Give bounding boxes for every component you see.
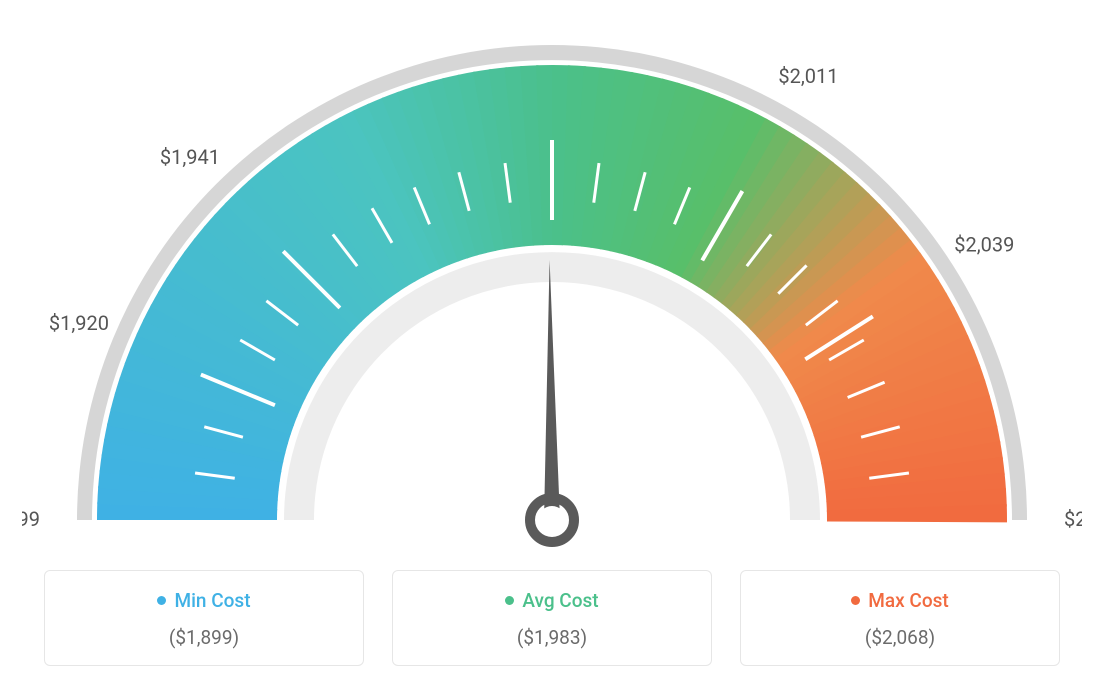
max-cost-title: Max Cost: [851, 589, 948, 612]
gauge-tick-label: $1,899: [22, 507, 40, 531]
max-cost-value: ($2,068): [763, 626, 1037, 649]
gauge-svg: $1,899$1,920$1,941$1,983$2,011$2,039$2,0…: [22, 20, 1082, 560]
gauge-tick-label: $2,011: [778, 64, 838, 88]
min-cost-value: ($1,899): [67, 626, 341, 649]
avg-cost-value: ($1,983): [415, 626, 689, 649]
min-dot-icon: [157, 596, 166, 605]
legend-cards: Min Cost ($1,899) Avg Cost ($1,983) Max …: [20, 570, 1084, 666]
max-dot-icon: [851, 596, 860, 605]
max-cost-label: Max Cost: [868, 589, 948, 612]
avg-cost-label: Avg Cost: [522, 589, 598, 612]
gauge-chart: $1,899$1,920$1,941$1,983$2,011$2,039$2,0…: [22, 20, 1082, 560]
gauge-tick-label: $2,068: [1064, 507, 1082, 531]
min-cost-label: Min Cost: [174, 589, 250, 612]
avg-cost-card: Avg Cost ($1,983): [392, 570, 712, 666]
min-cost-card: Min Cost ($1,899): [44, 570, 364, 666]
gauge-needle: [544, 260, 560, 520]
max-cost-card: Max Cost ($2,068): [740, 570, 1060, 666]
min-cost-title: Min Cost: [157, 589, 250, 612]
gauge-tick-label: $2,039: [954, 233, 1014, 257]
avg-cost-title: Avg Cost: [505, 589, 598, 612]
gauge-tick-label: $1,941: [160, 145, 220, 169]
avg-dot-icon: [505, 596, 514, 605]
gauge-tick-label: $1,920: [49, 311, 109, 335]
